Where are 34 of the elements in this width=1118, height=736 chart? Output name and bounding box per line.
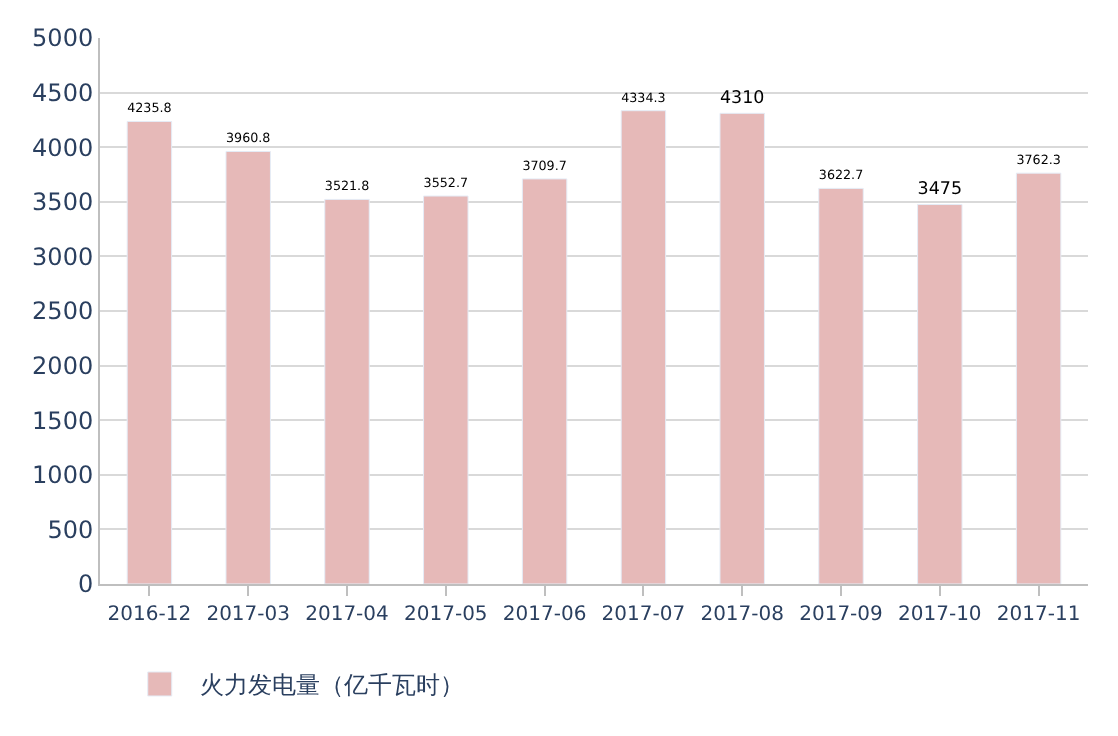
x-tick-label: 2017-09 xyxy=(799,604,883,626)
y-tick-label: 3500 xyxy=(32,188,94,217)
bar xyxy=(1015,172,1062,584)
y-tick-label: 4500 xyxy=(32,79,94,107)
legend-label: 火力发电量（亿千瓦时） xyxy=(199,671,464,700)
x-tick-label: 2017-10 xyxy=(898,604,982,626)
y-tick-label: 2500 xyxy=(32,297,94,326)
x-tick-label: 2017-05 xyxy=(404,604,488,626)
x-tick-label: 2017-07 xyxy=(601,604,686,626)
bar xyxy=(225,150,271,584)
y-tick-label: 1000 xyxy=(32,461,94,490)
x-tick-label: 2016-12 xyxy=(107,604,192,626)
bar xyxy=(324,198,370,584)
y-tick-label: 4000 xyxy=(32,133,94,162)
bar xyxy=(917,204,963,584)
y-tick-label: 2000 xyxy=(32,352,94,380)
bar xyxy=(719,112,765,584)
y-tick-label: 1500 xyxy=(32,406,94,435)
x-tick-label: 2017-08 xyxy=(700,604,784,626)
y-tick-label: 5000 xyxy=(32,24,94,53)
data-label: 3475 xyxy=(917,180,963,201)
y-tick-label: 500 xyxy=(47,515,94,544)
y-tick-label: 3000 xyxy=(32,242,94,271)
x-tick-label: 2017-06 xyxy=(502,604,587,626)
x-tick-label: 2017-11 xyxy=(996,604,1081,626)
bar xyxy=(126,120,173,584)
data-label: 4310 xyxy=(720,88,765,109)
bar xyxy=(521,178,568,584)
bar xyxy=(818,187,864,584)
x-tick-label: 2017-03 xyxy=(206,604,290,626)
bar xyxy=(423,195,469,584)
bar xyxy=(620,110,667,584)
y-tick-label: 0 xyxy=(77,570,94,599)
x-tick-label: 2017-04 xyxy=(305,604,389,626)
